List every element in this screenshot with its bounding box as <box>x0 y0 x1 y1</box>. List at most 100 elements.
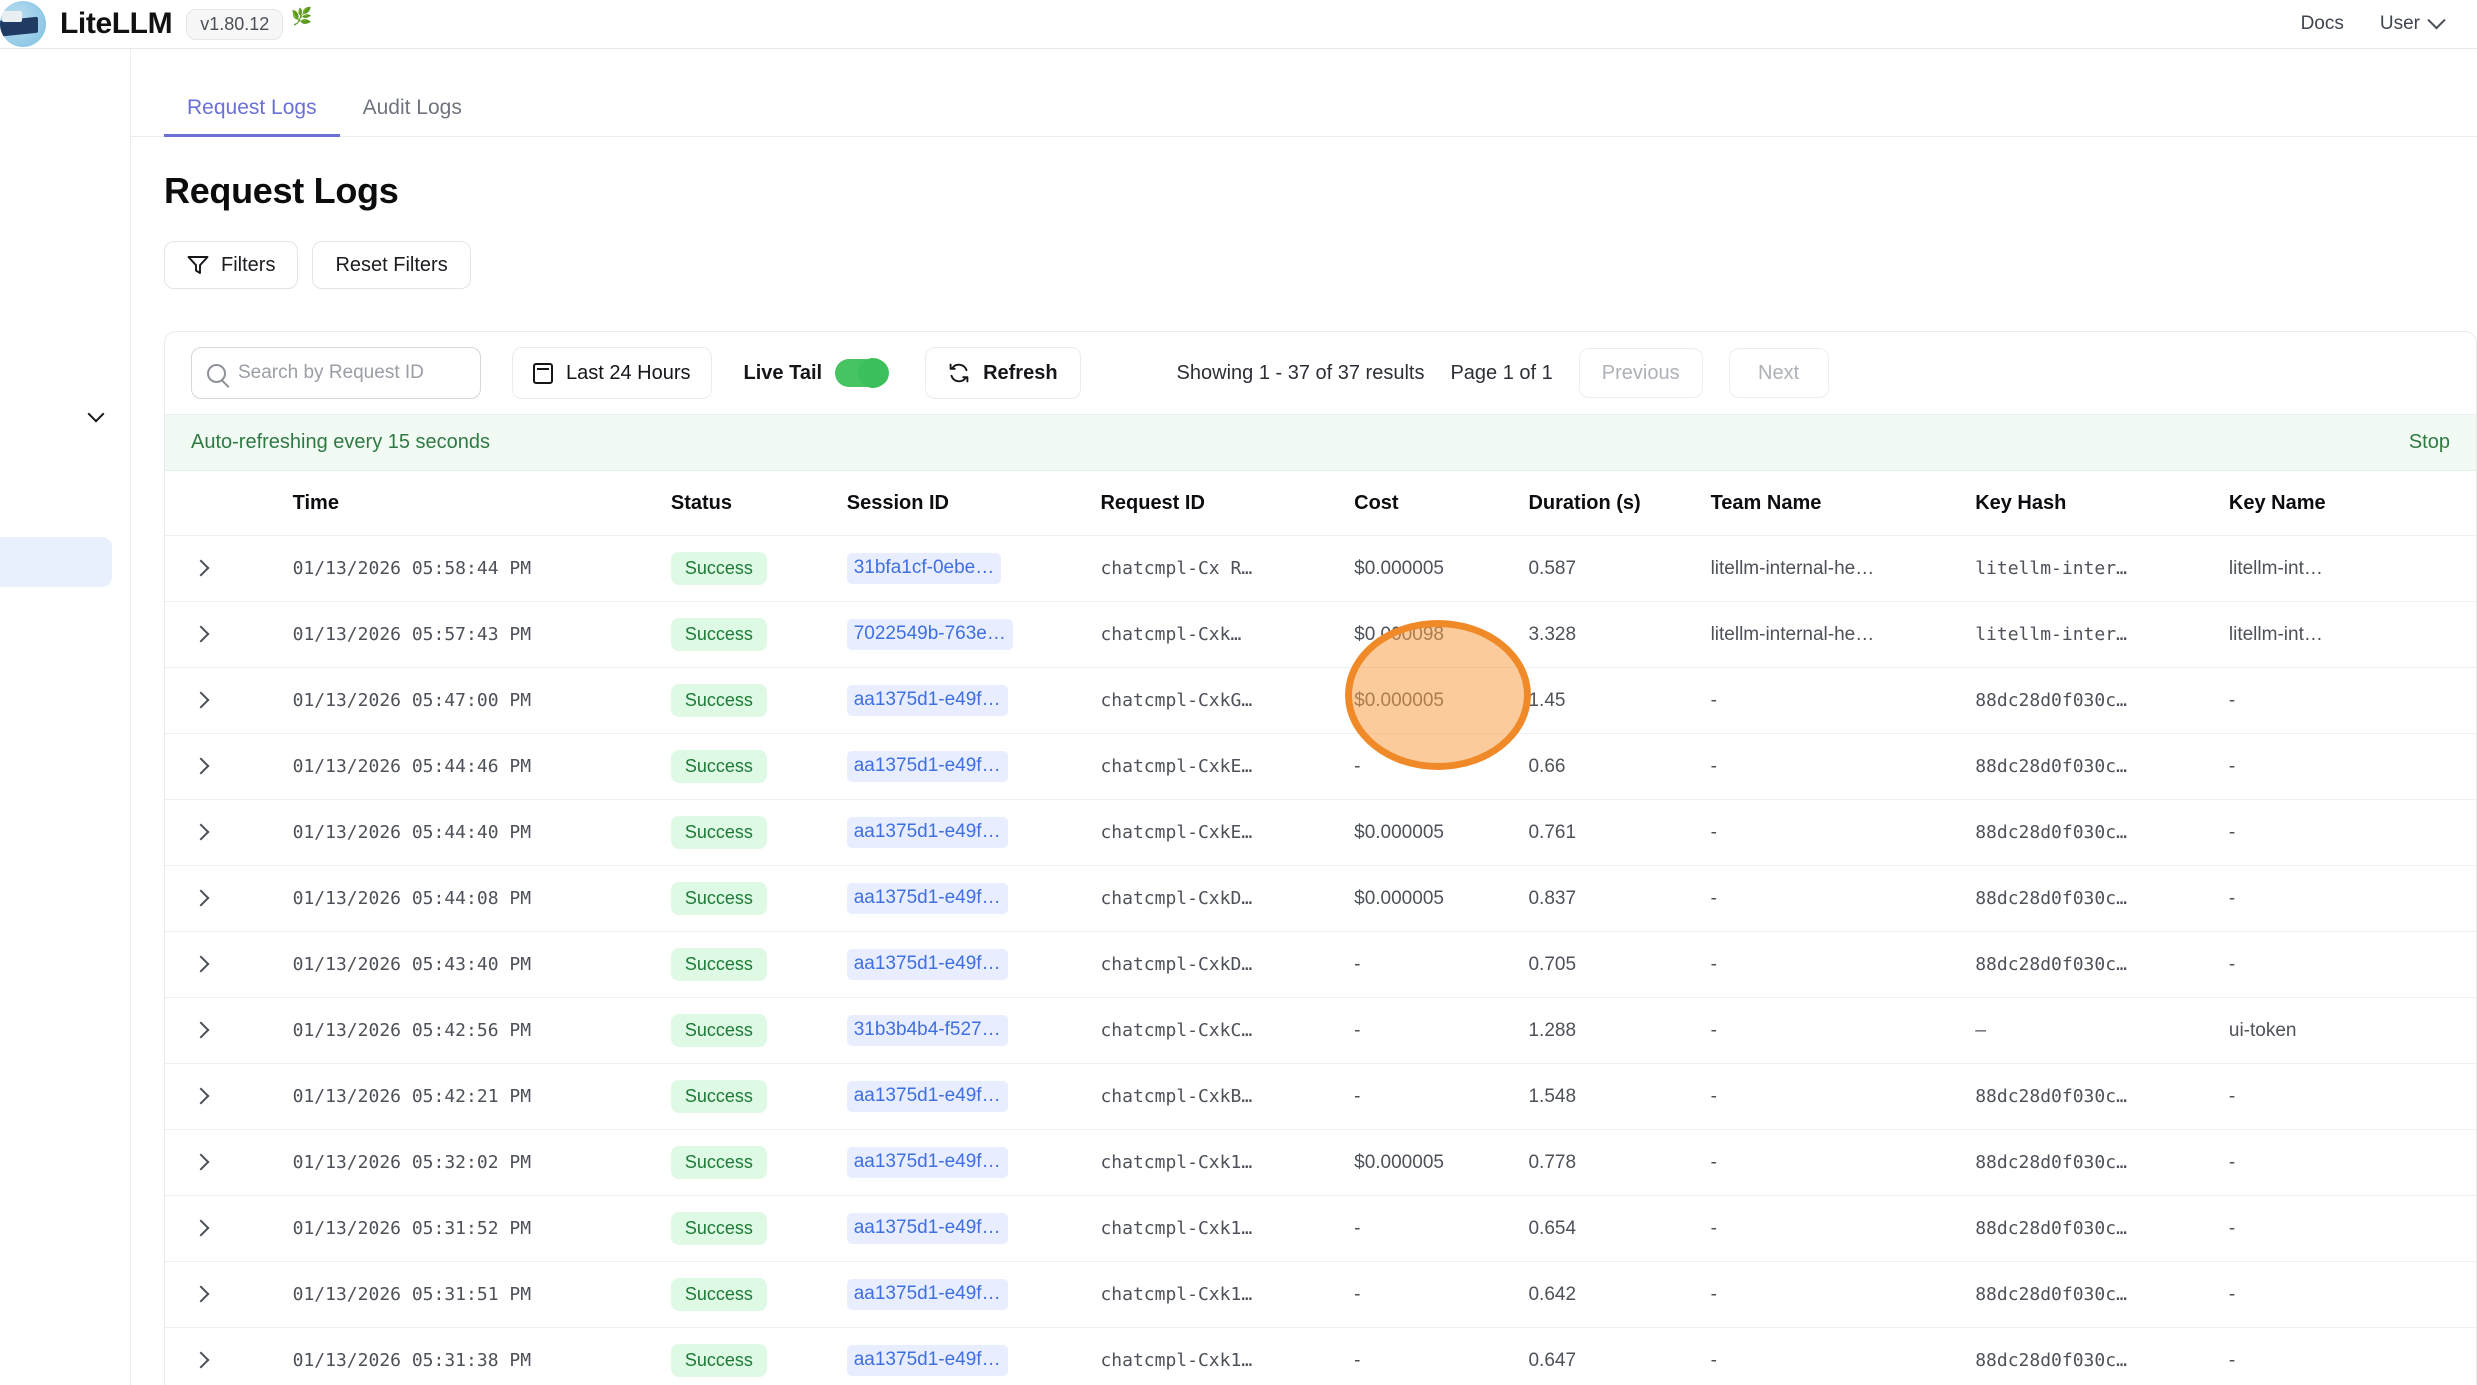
session-id-link[interactable]: aa1375d1-e49f… <box>846 817 1008 848</box>
tab-audit-logs[interactable]: Audit Logs <box>340 96 485 136</box>
column-header-time[interactable]: Time <box>292 492 339 514</box>
row-expand-button[interactable] <box>165 601 293 668</box>
cell-session-id[interactable]: aa1375d1-e49f… <box>846 1195 1101 1262</box>
column-header-session-id[interactable]: Session ID <box>846 492 949 514</box>
table-row[interactable]: 01/13/2026 05:31:38 PM Success aa1375d1-e4… <box>165 1327 2476 1385</box>
calendar-icon <box>533 362 553 384</box>
cell-session-id[interactable]: 31bfa1cf-0ebe… <box>846 535 1101 602</box>
reset-filters-button[interactable]: Reset Filters <box>312 241 471 289</box>
column-header-expand[interactable] <box>165 471 293 536</box>
session-id-link[interactable]: aa1375d1-e49f… <box>846 1147 1008 1178</box>
previous-page-button[interactable]: Previous <box>1578 348 1703 398</box>
column-header-cost[interactable]: Cost <box>1354 492 1399 514</box>
table-row[interactable]: 01/13/2026 05:57:43 PM Success 7022549b-76… <box>165 601 2476 668</box>
session-id-link[interactable]: aa1375d1-e49f… <box>846 685 1008 716</box>
session-id-link[interactable]: aa1375d1-e49f… <box>846 1279 1008 1310</box>
status-badge: Success <box>670 882 767 915</box>
main-content: Request Logs Audit Logs Request Logs Fil… <box>131 49 2477 1385</box>
sidebar-item-organizations[interactable]: ations <box>0 709 130 759</box>
session-id-link[interactable]: aa1375d1-e49f… <box>846 883 1008 914</box>
cell-session-id[interactable]: aa1375d1-e49f… <box>846 865 1101 932</box>
table-row[interactable]: 01/13/2026 05:31:52 PM Success aa1375d1-e4… <box>165 1195 2476 1262</box>
row-expand-button[interactable] <box>165 1327 293 1385</box>
row-expand-button[interactable] <box>165 1195 293 1262</box>
sidebar-item-und[interactable]: und <box>0 165 130 215</box>
session-id-link[interactable]: aa1375d1-e49f… <box>846 751 1008 782</box>
table-row[interactable]: 01/13/2026 05:44:46 PM Success aa1375d1-e4… <box>165 733 2476 800</box>
row-expand-button[interactable] <box>165 931 293 998</box>
session-id-link[interactable]: aa1375d1-e49f… <box>846 949 1008 980</box>
row-expand-button[interactable] <box>165 667 293 734</box>
column-header-key-hash[interactable]: Key Hash <box>1975 492 2067 514</box>
cell-time: 01/13/2026 05:47:00 PM <box>292 667 671 734</box>
table-row[interactable]: 01/13/2026 05:44:40 PM Success aa1375d1-e4… <box>165 799 2476 866</box>
sidebar-item-users[interactable]: Users <box>0 633 130 683</box>
cell-session-id[interactable]: aa1375d1-e49f… <box>846 733 1101 800</box>
row-expand-button[interactable] <box>165 799 293 866</box>
sidebar-item-details[interactable]: ils <box>0 341 130 391</box>
session-id-link[interactable]: 31b3b4b4-f527… <box>846 1015 1008 1046</box>
sidebar-item-expandable[interactable] <box>0 391 130 441</box>
cell-session-id[interactable]: aa1375d1-e49f… <box>846 1063 1101 1130</box>
cell-session-id[interactable]: 7022549b-763e… <box>846 601 1101 668</box>
logs-table-wrapper[interactable]: Time Status Session ID Request ID Cost D… <box>165 471 2476 1385</box>
sidebar-item-reference[interactable]: erence <box>0 855 130 905</box>
sidebar-item-settings[interactable]: s <box>0 759 130 809</box>
table-row[interactable]: 01/13/2026 05:47:00 PM Success aa1375d1-e4… <box>165 667 2476 734</box>
row-expand-button[interactable] <box>165 1129 293 1196</box>
sidebar-item-endpoints[interactable]: + Endpoints <box>0 215 130 265</box>
cell-session-id[interactable]: aa1375d1-e49f… <box>846 667 1101 734</box>
cell-session-id[interactable]: aa1375d1-e49f… <box>846 931 1101 998</box>
row-expand-button[interactable] <box>165 1063 293 1130</box>
column-header-duration[interactable]: Duration (s) <box>1528 492 1641 514</box>
cell-session-id[interactable]: aa1375d1-e49f… <box>846 1129 1101 1196</box>
tab-request-logs[interactable]: Request Logs <box>164 96 340 137</box>
cell-key-name: - <box>2228 1063 2476 1130</box>
cell-key-hash: 88dc28d0f030c… <box>1975 1195 2229 1262</box>
row-expand-button[interactable] <box>165 997 293 1064</box>
column-header-request-id[interactable]: Request ID <box>1100 492 1205 514</box>
row-expand-button[interactable] <box>165 733 293 800</box>
filters-button[interactable]: Filters <box>164 241 299 289</box>
cell-request-id: chatcmpl-CxkB… <box>1100 1063 1355 1130</box>
session-id-link[interactable]: 31bfa1cf-0ebe… <box>846 553 1002 584</box>
cell-cost: - <box>1354 733 1529 800</box>
sidebar-item-keys[interactable]: Keys <box>0 115 130 165</box>
docs-link[interactable]: Docs <box>2300 13 2344 34</box>
table-row[interactable]: 01/13/2026 05:42:56 PM Success 31b3b4b4-f5… <box>165 997 2476 1064</box>
row-expand-button[interactable] <box>165 535 293 602</box>
column-header-key-name[interactable]: Key Name <box>2228 492 2326 514</box>
search-input[interactable]: Search by Request ID <box>191 347 481 399</box>
table-row[interactable]: 01/13/2026 05:42:21 PM Success aa1375d1-e4… <box>165 1063 2476 1130</box>
cell-session-id[interactable]: aa1375d1-e49f… <box>846 1261 1101 1328</box>
table-row[interactable]: 01/13/2026 05:58:44 PM Success 31bfa1cf-0e… <box>165 535 2476 602</box>
sidebar-item-new[interactable]: New <box>0 487 130 537</box>
cell-session-id[interactable]: 31b3b4b4-f527… <box>846 997 1101 1064</box>
sidebar-section-tools: TOOLS <box>0 809 130 855</box>
sidebar-section-ty: TY <box>0 441 130 487</box>
date-range-button[interactable]: Last 24 Hours <box>512 347 712 399</box>
table-row[interactable]: 01/13/2026 05:44:08 PM Success aa1375d1-e4… <box>165 865 2476 932</box>
table-row[interactable]: 01/13/2026 05:32:02 PM Success aa1375d1-e4… <box>165 1129 2476 1196</box>
user-menu-button[interactable]: User <box>2380 10 2446 35</box>
cell-request-id: chatcmpl-CxkE… <box>1100 799 1355 866</box>
table-row[interactable]: 01/13/2026 05:31:51 PM Success aa1375d1-e4… <box>165 1261 2476 1328</box>
sidebar-item-servers[interactable]: rvers <box>0 291 130 341</box>
cell-session-id[interactable]: aa1375d1-e49f… <box>846 799 1101 866</box>
live-tail-toggle[interactable] <box>835 358 890 388</box>
column-header-status[interactable]: Status <box>670 492 732 514</box>
stop-auto-refresh-button[interactable]: Stop <box>2408 431 2450 453</box>
refresh-button[interactable]: Refresh <box>925 347 1081 399</box>
brand[interactable]: LiteLLM 🌿 v1.80.12 <box>0 1 312 47</box>
cell-session-id[interactable]: aa1375d1-e49f… <box>846 1327 1101 1385</box>
session-id-link[interactable]: aa1375d1-e49f… <box>846 1081 1008 1112</box>
sidebar-item-active-logs[interactable] <box>0 537 112 587</box>
row-expand-button[interactable] <box>165 865 293 932</box>
session-id-link[interactable]: 7022549b-763e… <box>846 619 1013 650</box>
session-id-link[interactable]: aa1375d1-e49f… <box>846 1213 1008 1244</box>
session-id-link[interactable]: aa1375d1-e49f… <box>846 1345 1008 1376</box>
column-header-team-name[interactable]: Team Name <box>1710 492 1822 514</box>
row-expand-button[interactable] <box>165 1261 293 1328</box>
table-row[interactable]: 01/13/2026 05:43:40 PM Success aa1375d1-e4… <box>165 931 2476 998</box>
next-page-button[interactable]: Next <box>1728 348 1829 398</box>
